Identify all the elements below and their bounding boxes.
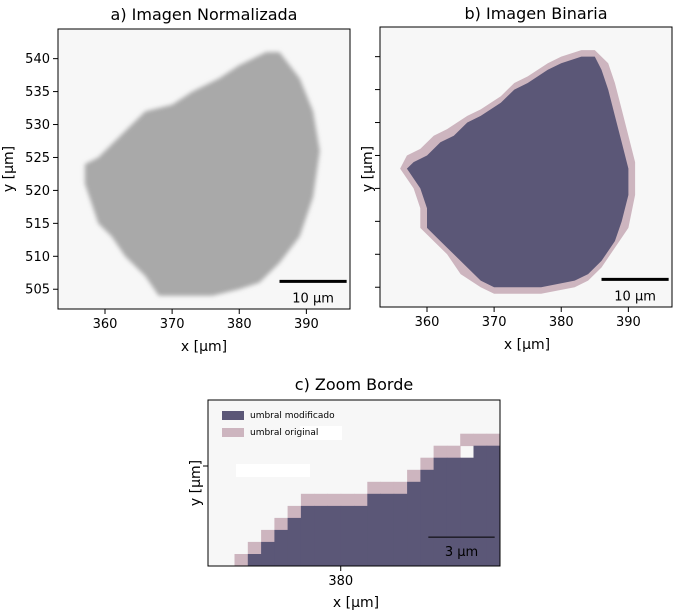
particle-binary-modified [406,56,629,288]
x-tick-label: 390 [294,317,319,332]
panel-b-plot-area: 10 µm [400,50,669,304]
panel-b-x-ticks: 360 370 380 390 [415,307,641,330]
panel-a-plot-area: 10 µm [84,52,347,306]
panel-a-scalebar-label: 10 µm [292,291,334,306]
pixel-block-modified [433,457,448,566]
y-tick-label: 540 [25,52,50,67]
pixel-block-original [407,469,421,483]
pixel-block-modified [446,457,461,566]
y-tick-label: 530 [25,118,50,133]
pixel-block-modified [460,457,474,566]
pixel-block-original [274,517,289,531]
pixel-block-original [354,493,368,507]
pixel-block-modified [407,481,421,566]
legend-swatch-modified [222,411,244,420]
panel-c-plot-area: umbral modificado umbral original 3 µm [222,411,500,566]
panel-a-y-ticks: 505 510 515 520 525 530 535 540 [25,52,58,298]
pixel-block-original [327,493,342,507]
panel-a-normalized-image: 10 µm 360 370 380 390 505 510 515 520 525 530 535… [1,5,351,355]
x-tick-label: 360 [415,315,440,330]
pixel-block-original [486,433,500,447]
pixel-block-modified [340,505,355,566]
pixel-block-modified [354,505,368,566]
pixel-block-modified [314,505,328,566]
x-tick-label: 380 [328,574,353,589]
panel-b-y-label: y [µm] [360,146,376,192]
pixel-block-modified [247,554,262,566]
legend-white-patch [236,464,310,477]
panel-b-y-ticks [375,56,380,288]
pixel-block-modified [486,445,500,566]
pixel-block-original [261,529,275,543]
pixel-block-original [300,493,315,507]
pixel-block-modified [473,445,488,566]
pixel-block-modified [367,493,381,566]
panel-b-x-label: x [µm] [504,337,550,353]
y-tick-label: 535 [25,85,50,100]
pixel-block-original [340,493,355,507]
panel-b-binary-image: 10 µm 360 370 380 390 b) Imagen Binaria x [… [360,4,673,353]
pixel-block-original [234,554,249,566]
pixel-block-original [460,433,474,447]
pixel-block-original [380,481,395,495]
legend-white-patch [300,426,342,440]
panel-c-scalebar-label: 3 µm [445,545,478,560]
pixel-block-original [393,481,408,495]
panel-a-x-ticks: 360 370 380 390 [93,309,319,332]
panel-c-axes-frame [207,399,501,567]
pixel-block-original [420,457,435,471]
panel-a-y-label: y [µm] [1,146,17,192]
x-tick-label: 360 [93,317,118,332]
legend-swatch-original [222,428,244,437]
panel-c-pixel-blocks [234,433,500,566]
legend-label-modified: umbral modificado [250,411,335,421]
y-tick-label: 515 [25,217,50,232]
pixel-block-original [287,505,302,519]
pixel-block-modified [380,493,395,566]
panel-a-x-label: x [µm] [181,339,227,355]
x-tick-label: 370 [482,315,507,330]
panel-c-legend: umbral modificado umbral original [222,411,335,438]
pixel-block-modified [261,541,275,566]
panel-c-title: c) Zoom Borde [295,375,413,394]
pixel-block-original [367,481,381,495]
x-tick-label: 370 [160,317,185,332]
panel-b-title: b) Imagen Binaria [464,4,607,23]
pixel-block-modified [300,505,315,566]
pixel-block-modified [393,493,408,566]
panel-c-y-label: y [µm] [188,460,204,506]
panel-a-axes-frame [57,28,351,310]
panel-b-scalebar-label: 10 µm [614,289,656,304]
pixel-block-original [247,541,262,555]
y-tick-label: 505 [25,283,50,298]
pixel-block-modified [287,517,302,566]
legend-label-original: umbral original [250,428,318,438]
particle-normalized [84,52,320,296]
pixel-block-modified [274,529,289,566]
y-tick-label: 510 [25,250,50,265]
x-tick-label: 390 [616,315,641,330]
panel-a-title: a) Imagen Normalizada [111,5,298,24]
panel-c-x-ticks: 380 [328,566,353,589]
pixel-block-original [433,445,448,459]
pixel-block-modified [327,505,342,566]
x-tick-label: 380 [227,317,252,332]
pixel-block-modified [420,469,435,566]
x-tick-label: 380 [549,315,574,330]
panel-b-axes-frame [379,26,673,308]
panel-c-x-label: x [µm] [333,595,379,611]
panel-c-edge-zoom: umbral modificado umbral original 3 µm 3… [188,375,501,611]
pixel-block-original [473,433,488,447]
y-tick-label: 525 [25,151,50,166]
y-tick-label: 520 [25,184,50,199]
pixel-block-original [446,445,461,459]
pixel-block-original [314,493,328,507]
